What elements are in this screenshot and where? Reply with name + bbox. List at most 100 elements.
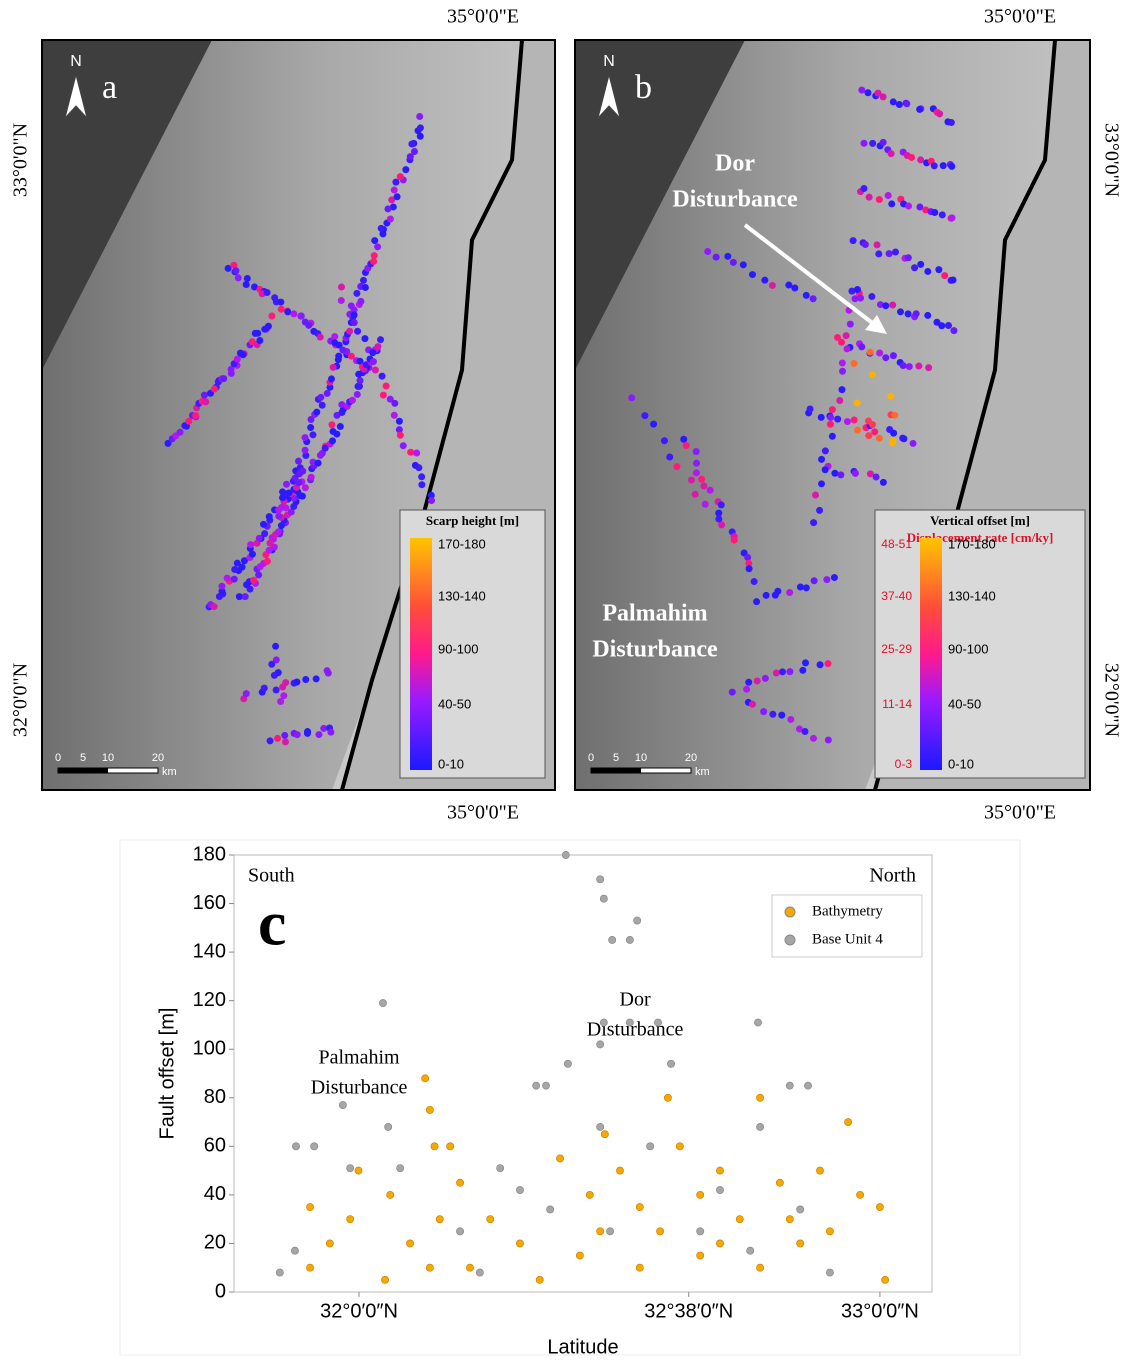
chart-annotation: Dor — [620, 988, 651, 1010]
scarp-dot — [268, 661, 275, 668]
x-tick-label: 32°38′0″N — [644, 1300, 733, 1322]
scatter-point — [636, 1203, 643, 1210]
scarp-dot — [876, 196, 883, 203]
scale-label: 0 — [55, 752, 61, 764]
scarp-dot — [799, 667, 806, 674]
scatter-point — [676, 1143, 683, 1150]
legend-label: Bathymetry — [812, 903, 883, 919]
scarp-dot — [380, 392, 387, 399]
scarp-dot — [278, 522, 285, 529]
scarp-dot — [317, 394, 324, 401]
scarp-dot — [751, 578, 758, 585]
scarp-dot — [250, 577, 257, 584]
legend-label: 170-180 — [948, 536, 996, 551]
scarp-dot — [305, 322, 312, 329]
scarp-dot — [315, 731, 322, 738]
scarp-dot — [778, 712, 785, 719]
scatter-point — [664, 1094, 671, 1101]
scarp-dot — [817, 661, 824, 668]
y-tick-label: 180 — [193, 843, 226, 865]
scatter-point — [355, 1167, 362, 1174]
scatter-point — [882, 1276, 889, 1283]
scarp-dot — [231, 566, 238, 573]
scarp-dot — [411, 148, 418, 155]
scatter-point — [547, 1206, 554, 1213]
legend-label: 40-50 — [948, 696, 981, 711]
map-annotation: Dor — [715, 151, 755, 177]
legend-marker — [785, 935, 795, 945]
legend-label: 0-10 — [948, 756, 974, 771]
scatter-point — [647, 1143, 654, 1150]
scarp-dot — [277, 299, 284, 306]
scarp-dot — [661, 437, 668, 444]
scarp-dot — [693, 448, 700, 455]
scarp-dot — [231, 576, 238, 583]
scarp-dot — [351, 311, 358, 318]
scarp-dot — [338, 297, 345, 304]
scarp-dot — [302, 434, 309, 441]
scale-label: 10 — [635, 752, 647, 764]
scatter-point — [634, 917, 641, 924]
scarp-dot — [910, 440, 917, 447]
scarp-dot — [374, 243, 381, 250]
scatter-point — [876, 1203, 883, 1210]
scarp-dot — [641, 412, 648, 419]
scarp-dot — [769, 711, 776, 718]
scarp-dot — [864, 89, 871, 96]
scale-unit: km — [695, 766, 710, 778]
scarp-dot — [851, 360, 858, 367]
scarp-dot — [823, 576, 830, 583]
scarp-dot — [854, 286, 861, 293]
scarp-dot — [831, 470, 838, 477]
y-tick-label: 160 — [193, 892, 226, 914]
scale-label: 20 — [152, 752, 164, 764]
scarp-dot — [829, 433, 836, 440]
scatter-point — [347, 1165, 354, 1172]
scarp-dot — [887, 393, 894, 400]
scarp-dot — [308, 474, 315, 481]
scarp-dot — [680, 436, 687, 443]
scarp-dot — [802, 728, 809, 735]
scarp-dot — [754, 677, 761, 684]
scatter-point — [797, 1206, 804, 1213]
scarp-dot — [936, 110, 943, 117]
scarp-dot — [827, 421, 834, 428]
scatter-point — [397, 1165, 404, 1172]
scatter-point — [564, 1060, 571, 1067]
lon-label-bottom: 35°0'0"E — [984, 802, 1056, 824]
scatter-point — [626, 936, 633, 943]
scale-label: 10 — [102, 752, 114, 764]
scarp-dot — [724, 253, 731, 260]
panel-letter: b — [635, 69, 652, 106]
y-tick-label: 100 — [193, 1038, 226, 1060]
scarp-dot — [803, 584, 810, 591]
scarp-dot — [417, 124, 424, 131]
scarp-dot — [744, 554, 751, 561]
scarp-dot — [698, 476, 705, 483]
scarp-dot — [807, 406, 814, 413]
scarp-dot — [295, 458, 302, 465]
scatter-point — [656, 1228, 663, 1235]
scarp-dot — [774, 588, 781, 595]
scarp-dot — [729, 689, 736, 696]
map-annotation: Disturbance — [592, 637, 718, 663]
scarp-dot — [261, 530, 268, 537]
north-letter: N — [603, 53, 615, 70]
scarp-dot — [886, 250, 893, 257]
scarp-dot — [950, 327, 957, 334]
scarp-dot — [889, 302, 896, 309]
scatter-point — [466, 1264, 473, 1271]
scatter-point — [276, 1269, 283, 1276]
scarp-dot — [925, 364, 932, 371]
scatter-point — [616, 1167, 623, 1174]
figure: Na35°0'0"E35°0'0"E33°0'0"N32°0'0"N051020… — [0, 0, 1130, 1362]
scarp-dot — [383, 383, 390, 390]
scarp-dot — [865, 418, 872, 425]
scatter-point — [516, 1240, 523, 1247]
scarp-dot — [369, 349, 376, 356]
scarp-dot — [890, 352, 897, 359]
scarp-dot — [279, 488, 286, 495]
scarp-dot — [349, 397, 356, 404]
scatter-point — [757, 1123, 764, 1130]
scarp-dot — [745, 679, 752, 686]
